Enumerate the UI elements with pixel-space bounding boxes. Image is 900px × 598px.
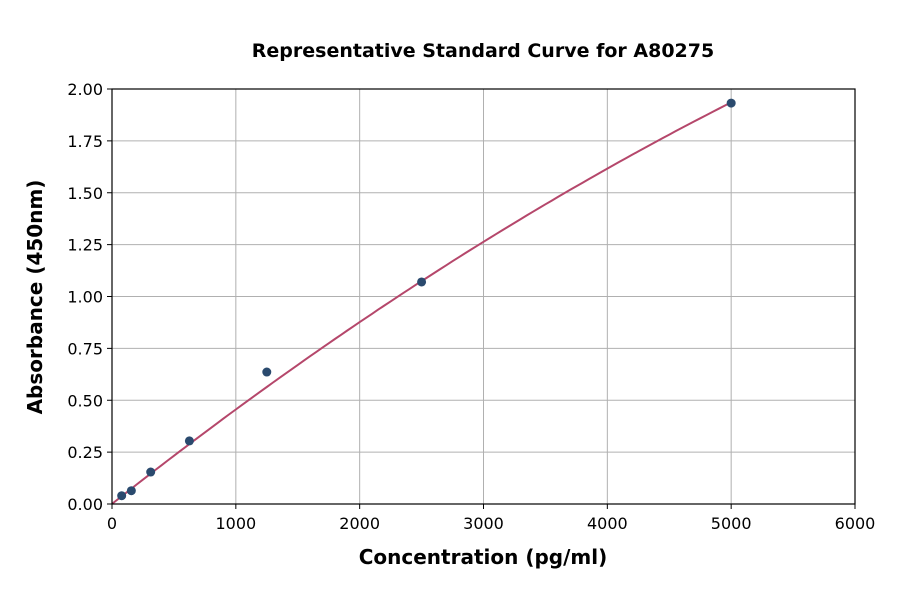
y-tick-label: 1.50 — [67, 184, 103, 203]
data-point — [417, 277, 427, 287]
x-axis-label: Concentration (pg/ml) — [359, 545, 608, 569]
y-tick-label: 1.25 — [67, 236, 103, 255]
data-point — [126, 486, 136, 496]
x-tick-label: 6000 — [835, 514, 876, 533]
y-tick-label: 0.50 — [67, 391, 103, 410]
x-tick-label: 5000 — [711, 514, 752, 533]
y-tick-label: 0.25 — [67, 443, 103, 462]
x-tick-label: 3000 — [463, 514, 504, 533]
y-axis-label: Absorbance (450nm) — [23, 180, 47, 415]
x-tick-label: 4000 — [587, 514, 628, 533]
y-tick-label: 2.00 — [67, 80, 103, 99]
y-tick-label: 0.00 — [67, 495, 103, 514]
data-point — [726, 98, 736, 108]
chart-title: Representative Standard Curve for A80275 — [252, 40, 714, 62]
y-tick-label: 1.00 — [67, 288, 103, 307]
data-point — [262, 367, 272, 377]
y-tick-label: 0.75 — [67, 339, 103, 358]
data-point — [117, 491, 127, 501]
x-tick-label: 2000 — [339, 514, 380, 533]
data-point — [184, 436, 194, 446]
data-point — [146, 467, 156, 477]
fit-curve — [111, 101, 732, 505]
y-tick-label: 1.75 — [67, 132, 103, 151]
x-tick-label: 0 — [107, 514, 117, 533]
x-tick-label: 1000 — [215, 514, 256, 533]
